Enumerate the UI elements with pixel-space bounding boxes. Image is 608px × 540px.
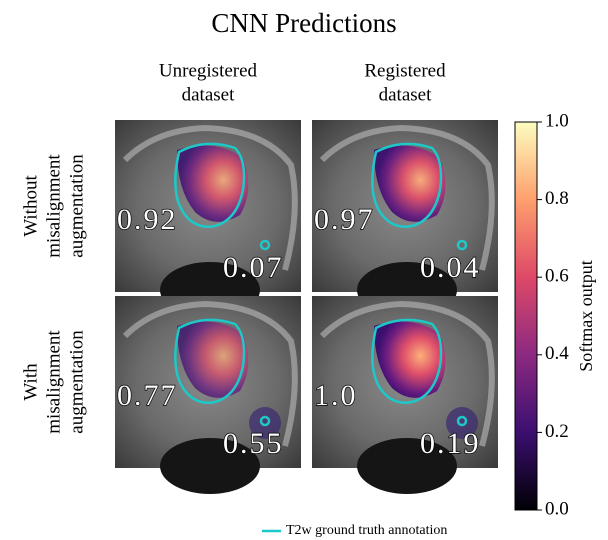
colorbar (515, 122, 537, 510)
row-header: augmentation (66, 154, 87, 258)
image-panel: 0.97 0.04 (312, 120, 498, 318)
image-panel: 0.77 0.55 (115, 296, 301, 494)
column-header: dataset (182, 84, 235, 105)
lesion-score: 0.92 (117, 203, 178, 236)
title: CNN Predictions (211, 8, 396, 38)
other-score: 0.19 (420, 427, 481, 460)
colorbar-tick-label: 0.8 (545, 188, 569, 209)
image-panel: 0.92 0.07 (115, 120, 301, 318)
colorbar-tick-label: 0.6 (545, 266, 569, 287)
row-header: With (20, 363, 41, 401)
column-header: Registered (364, 60, 446, 81)
image-panel: 1.0 0.19 (312, 296, 498, 494)
page: CNN Predictions Unregistered dataset Regis… (0, 0, 608, 540)
lesion-score: 0.97 (314, 203, 375, 236)
colorbar-tick-label: 0.0 (545, 498, 569, 519)
row-header: misalignment (43, 154, 64, 258)
lesion-score: 1.0 (314, 379, 358, 412)
column-header: dataset (379, 84, 432, 105)
other-score: 0.07 (223, 251, 284, 284)
colorbar-tick-label: 0.4 (545, 343, 569, 364)
other-score: 0.04 (420, 251, 481, 284)
figure: CNN Predictions Unregistered dataset Regis… (0, 0, 608, 540)
other-score: 0.55 (223, 427, 284, 460)
colorbar-tick-label: 0.2 (545, 421, 569, 442)
row-header: augmentation (66, 330, 87, 434)
row-header: misalignment (43, 330, 64, 434)
legend-label: T2w ground truth annotation (286, 523, 447, 538)
column-header: Unregistered (159, 60, 258, 81)
lesion-score: 0.77 (117, 379, 178, 412)
row-header: Without (20, 175, 41, 237)
colorbar-tick-label: 1.0 (545, 110, 569, 131)
colorbar-label: Softmax output (576, 260, 596, 372)
